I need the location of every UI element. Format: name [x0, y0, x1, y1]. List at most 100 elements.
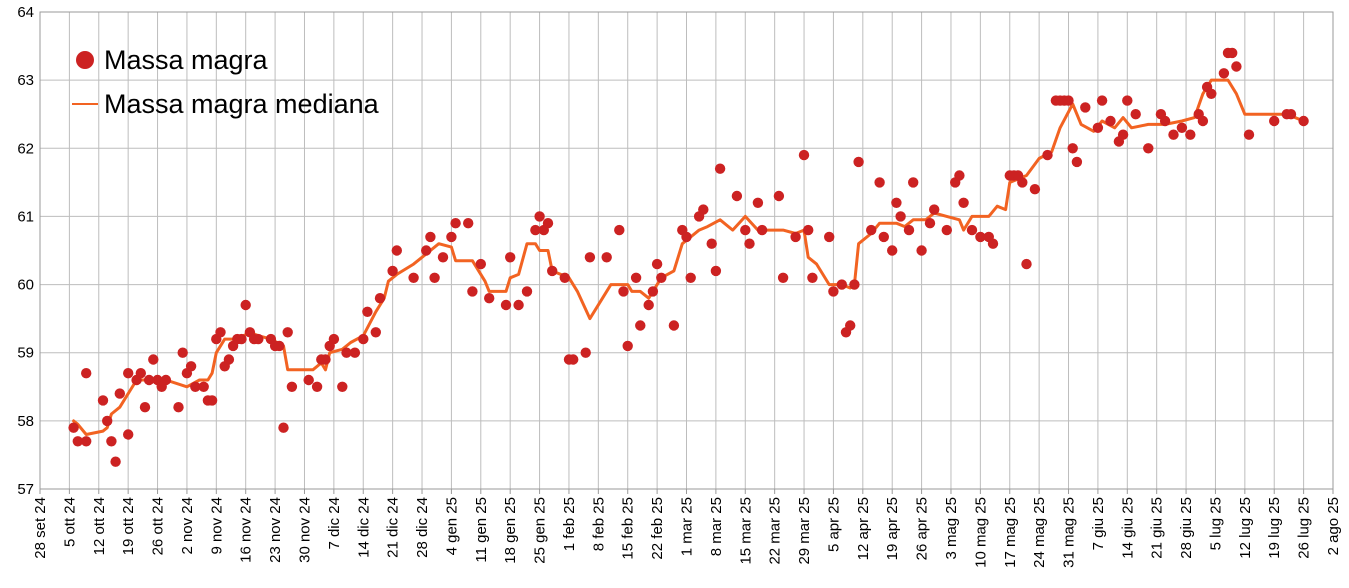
data-point [374, 293, 386, 304]
x-tick-label: 11 gen 25 [473, 497, 490, 563]
data-point [807, 272, 818, 283]
data-point [752, 197, 764, 208]
y-tick-label: 60 [17, 277, 34, 294]
data-point [530, 224, 541, 236]
data-point [72, 436, 84, 447]
x-tick-label: 14 giu 25 [1119, 497, 1136, 559]
data-point [1122, 95, 1133, 106]
data-point [190, 381, 201, 392]
data-point [1231, 61, 1242, 72]
data-point [874, 177, 885, 188]
data-point [710, 265, 722, 277]
data-point [836, 279, 847, 290]
x-tick-label: 16 nov 24 [238, 497, 255, 563]
legend-label-massa-magra-mediana: Massa magra mediana [104, 89, 380, 119]
data-point [798, 149, 810, 161]
data-point [1071, 156, 1083, 168]
data-point [891, 197, 902, 208]
data-point [240, 299, 251, 311]
x-tick-label: 17 mag 25 [1002, 497, 1019, 568]
data-point [1080, 102, 1091, 113]
data-point [177, 347, 188, 358]
data-point [1168, 129, 1179, 140]
data-point [580, 347, 591, 358]
data-point [1117, 129, 1129, 140]
data-point [505, 252, 516, 263]
y-tick-label: 59 [17, 345, 34, 362]
data-point [547, 265, 558, 277]
data-point [1063, 95, 1074, 106]
scatter-points-layer [68, 47, 1309, 467]
data-point [185, 361, 197, 372]
data-point [81, 436, 92, 447]
data-point [286, 381, 298, 392]
data-point [656, 272, 667, 283]
legend-label-massa-magra: Massa magra [104, 45, 269, 75]
x-axis-tick-labels: 28 set 24 5 ott 24 12 ott 24 19 ott 24 26 ot… [32, 497, 1342, 568]
data-point [1206, 88, 1217, 100]
x-tick-label: 24 mag 25 [1031, 497, 1048, 568]
data-point [584, 252, 596, 263]
x-tick-label: 5 lug 25 [1207, 497, 1224, 550]
data-point [278, 422, 289, 433]
data-point [777, 272, 789, 283]
data-point [740, 224, 751, 236]
data-point [731, 190, 743, 202]
data-point [559, 272, 570, 283]
data-point [568, 354, 579, 365]
data-point [714, 163, 726, 174]
data-point [1243, 129, 1255, 140]
data-point [1285, 109, 1297, 120]
plot-border [39, 11, 1334, 490]
data-point [756, 224, 768, 236]
data-point [1029, 184, 1041, 195]
data-point [849, 279, 860, 290]
data-point [1130, 109, 1141, 120]
data-point [828, 286, 839, 297]
x-tick-label: 21 dic 24 [385, 497, 402, 558]
x-tick-label: 12 ott 24 [91, 497, 108, 555]
data-point [958, 197, 969, 208]
data-point [206, 395, 218, 406]
x-tick-label: 19 lug 25 [1266, 497, 1283, 559]
x-tick-label: 21 giu 25 [1149, 497, 1166, 559]
x-tick-label: 2 ago 25 [1325, 497, 1342, 555]
data-point [282, 327, 293, 338]
data-point [467, 286, 478, 297]
x-tick-label: 2 nov 24 [179, 497, 196, 555]
data-point [1105, 115, 1116, 127]
x-tick-label: 7 giu 25 [1090, 497, 1107, 550]
x-tick-label: 26 apr 25 [914, 497, 931, 560]
data-point [614, 224, 625, 236]
data-point [303, 374, 314, 386]
data-point [1176, 122, 1188, 133]
data-point [143, 374, 155, 386]
x-tick-label: 19 ott 24 [120, 497, 137, 555]
x-tick-label: 5 apr 25 [825, 497, 842, 552]
x-tick-label: 28 dic 24 [414, 497, 431, 558]
data-point [845, 320, 856, 331]
data-point [148, 354, 159, 365]
x-tick-label: 8 mar 25 [708, 497, 725, 556]
data-point [878, 231, 889, 243]
data-point [446, 231, 457, 243]
data-point [320, 354, 331, 365]
y-tick-label: 63 [17, 72, 34, 89]
data-point [895, 211, 906, 222]
y-tick-label: 62 [17, 140, 34, 157]
x-tick-label: 15 feb 25 [620, 497, 637, 560]
data-point [618, 286, 629, 297]
data-point [1218, 68, 1230, 79]
data-point [1185, 129, 1196, 140]
data-point [349, 347, 361, 358]
data-point [425, 231, 436, 243]
x-tick-label: 22 mar 25 [767, 497, 784, 565]
data-point [391, 245, 402, 256]
data-point [475, 258, 486, 270]
data-point [903, 224, 915, 236]
data-point [744, 238, 755, 249]
x-tick-label: 14 dic 24 [355, 497, 372, 558]
data-point [223, 354, 235, 365]
x-tick-label: 5 ott 24 [61, 497, 78, 547]
data-point [647, 286, 659, 297]
